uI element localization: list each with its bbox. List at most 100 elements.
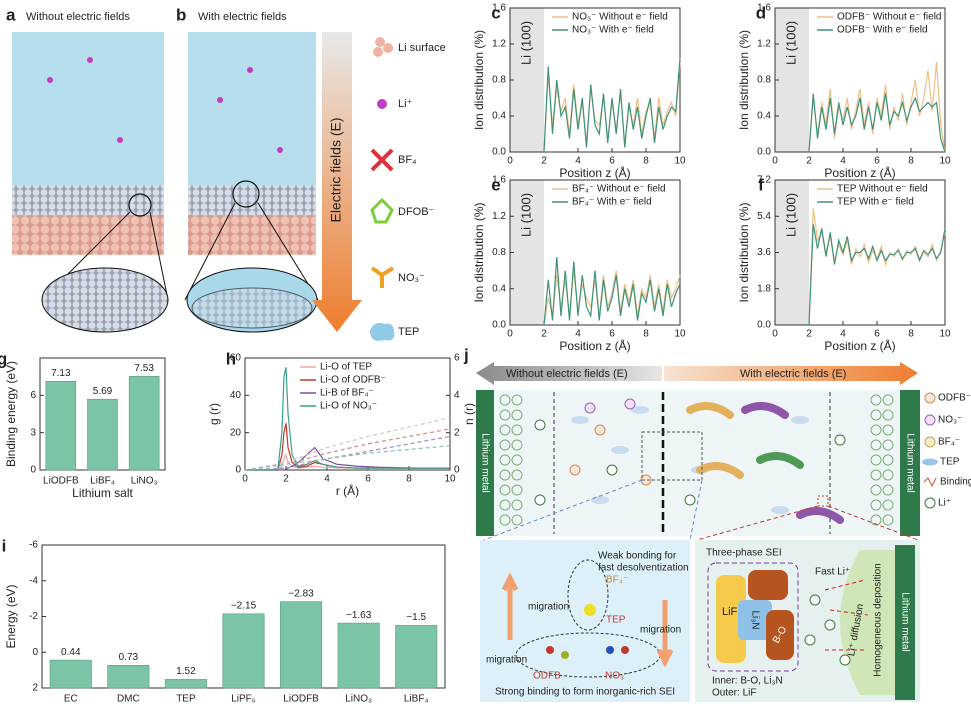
value-label: −1.63	[346, 610, 372, 621]
y-tick-label: 1.6	[492, 3, 506, 14]
legend-label: Li surface	[398, 42, 446, 54]
y-tick-label: 1.2	[757, 39, 771, 50]
x-tick-label: 6	[874, 156, 880, 167]
value-label: 0.44	[61, 647, 81, 658]
y-tick-label: 0.4	[492, 283, 506, 294]
y2-tick-label: 0	[454, 465, 460, 476]
x-tick-label: 2	[806, 329, 812, 340]
panel-label: j	[463, 345, 469, 364]
y-tick-label: 2	[32, 683, 38, 694]
x-tick-label: 6	[874, 329, 880, 340]
bar	[49, 659, 92, 689]
region-label: Li (100)	[518, 193, 533, 237]
region-label: Li (100)	[783, 193, 798, 237]
y-axis-label: Ion distribution (%)	[737, 202, 751, 302]
y-tick-label: 20	[230, 427, 242, 438]
x-tick-label: LiODFB	[283, 694, 319, 704]
species-label: ODFB	[533, 671, 561, 682]
y-tick-label: 0.0	[492, 320, 506, 331]
y-tick-label: 7.2	[757, 175, 771, 186]
migration-label: migration	[486, 655, 527, 666]
legend-label: NO₃⁻	[938, 415, 962, 426]
x-tick-label: 10	[674, 329, 686, 340]
legend-label: Li-O of ODFB⁻	[320, 375, 386, 386]
value-label: 7.53	[134, 363, 154, 374]
j-legend	[922, 392, 938, 509]
x-tick-label: LiNO₃	[131, 476, 158, 487]
x-axis-label: Position z (Å)	[559, 338, 630, 353]
x-tick-label: 0	[772, 156, 778, 167]
electrode-label: Lithium metal	[904, 433, 915, 492]
legend-label: Li⁺	[398, 98, 413, 110]
legend-label: TEP With e⁻ field	[837, 197, 914, 208]
value-label: 7.13	[51, 368, 71, 379]
x-tick-label: 6	[609, 156, 615, 167]
arrow-note: Fast Li⁺	[815, 567, 850, 578]
x-tick-label: 0	[507, 156, 513, 167]
shaded-region	[510, 180, 544, 325]
panel-label: c	[491, 3, 500, 22]
panel-title: Without electric fields	[26, 11, 130, 23]
legend-label: Li-O of TEP	[320, 362, 372, 373]
panel-label: g	[0, 349, 7, 368]
y-tick-label: 0.0	[757, 320, 771, 331]
legend-label: ODFB⁻ Without e⁻ field	[837, 12, 941, 23]
panel-label: e	[491, 175, 500, 194]
composition: Outer: LiF	[712, 688, 756, 699]
x-tick-label: 2	[541, 329, 547, 340]
series-line	[808, 208, 946, 326]
species-label: TEP	[606, 615, 626, 626]
y-tick-label: 0.0	[492, 147, 506, 158]
x-tick-label: 4	[840, 156, 846, 167]
legend-label: NO₃⁻ With e⁻ field	[572, 25, 654, 36]
y2-tick-label: 2	[454, 427, 460, 438]
x-tick-label: 10	[939, 156, 951, 167]
x-tick-label: 4	[324, 474, 330, 485]
x-tick-label: 10	[939, 329, 951, 340]
y-tick-label: 1.2	[492, 39, 506, 50]
deposition-label: Homogeneous deposition	[873, 563, 884, 676]
legend-label: Li-O of NO₃⁻	[320, 401, 377, 412]
y-tick-label: 0.8	[492, 75, 506, 86]
value-label: 5.69	[93, 386, 113, 397]
y-tick-label: 0	[32, 647, 38, 658]
y-tick-label: 6	[30, 390, 36, 401]
y-tick-label: 5.4	[757, 211, 771, 222]
x-tick-label: 0	[242, 474, 248, 485]
shaded-region	[510, 8, 544, 152]
caption: Strong binding to form inorganic-rich SE…	[495, 687, 675, 698]
electrode-label: Lithium metal	[479, 433, 490, 492]
region-label: Li (100)	[783, 21, 798, 65]
y-tick-label: 1.8	[757, 283, 771, 294]
series-line	[543, 256, 681, 326]
bar	[280, 601, 323, 689]
legend-label: TEP Without e⁻ field	[837, 184, 928, 195]
panel-title: With electric fields	[198, 11, 287, 23]
legend-label: Li⁺	[938, 498, 951, 509]
y-tick-label: 40	[230, 390, 242, 401]
value-label: −2.83	[288, 588, 314, 599]
x-axis-label: Position z (Å)	[824, 165, 895, 180]
note: fast desolventization	[598, 563, 689, 574]
x-axis-label: r (Å)	[336, 483, 359, 498]
legend-label: BF₄	[398, 154, 417, 166]
x-tick-label: 2	[806, 156, 812, 167]
inset-title: Three-phase SEI	[706, 548, 782, 559]
x-tick-label: 8	[908, 329, 914, 340]
legend-label: NO₃⁻	[398, 272, 425, 284]
bar	[164, 679, 207, 689]
bar	[107, 664, 150, 689]
phase-label: LiF	[722, 606, 738, 618]
y2-tick-label: 4	[454, 390, 460, 401]
cell-schematic	[476, 390, 920, 541]
x-tick-label: 8	[908, 156, 914, 167]
series-line	[543, 57, 681, 153]
legend-label: NO₃⁻ Without e⁻ field	[572, 12, 668, 23]
shaded-region	[775, 180, 809, 325]
md-box-b	[188, 32, 316, 255]
migration-label: migration	[640, 625, 681, 636]
y-tick-label: 0	[235, 465, 241, 476]
arrow-left	[476, 362, 662, 385]
y-tick-label: 0.4	[757, 111, 771, 122]
